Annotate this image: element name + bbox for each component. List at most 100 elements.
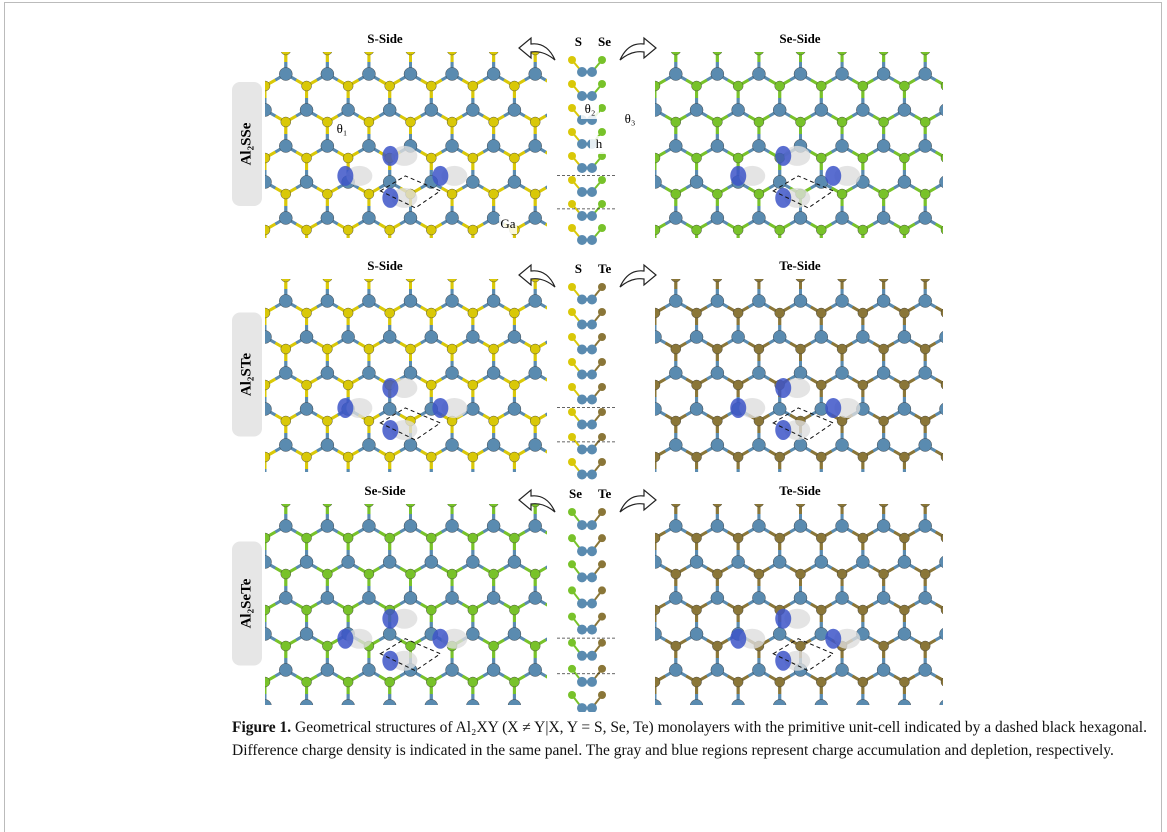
ga-atom [836,68,849,81]
bond [400,2,410,8]
bond [307,481,317,487]
bond [327,271,337,277]
bond [977,523,987,529]
bond [624,343,634,349]
ga-atom [960,0,973,9]
bond [203,343,213,349]
bond [442,44,452,50]
bond [904,523,914,529]
bond [946,110,956,116]
bond [645,337,655,343]
x-atom [837,261,847,271]
ga-atom [690,475,703,488]
ga-atom [732,104,745,117]
bond [203,526,213,532]
bond [842,487,852,493]
bond [234,517,244,523]
x-atom [1024,236,1034,246]
ga-atom [549,104,562,117]
bond [852,38,862,44]
bond [769,235,779,241]
bond [348,481,358,487]
ga-atom [238,439,251,452]
ga-atom [321,439,334,452]
bond [483,260,493,266]
x-atom [650,452,660,462]
bond [967,116,977,122]
bond [665,44,675,50]
x-atom [1024,9,1034,19]
bond [759,271,769,277]
bond [234,2,244,8]
bond [244,218,254,224]
x-atom [983,153,993,163]
bond [998,301,1008,307]
bond [645,481,655,487]
bond [936,481,946,487]
bond [613,254,623,260]
ga-atom [321,212,334,225]
bond [634,517,644,523]
bond [587,224,597,230]
bond [203,415,213,421]
x-atom [983,308,993,318]
ga-atom [196,295,209,308]
bond [925,271,935,277]
y-atom [598,200,606,208]
x-atom [468,297,478,307]
ga-atom [960,223,973,236]
bond [873,487,883,493]
x-atom [941,308,951,318]
bond [780,523,790,529]
bond [327,260,337,266]
bond [977,80,987,86]
bond [988,409,998,415]
ga-atom [577,67,587,77]
ga-atom [425,331,438,344]
x-atom [962,344,972,354]
bond [566,74,576,80]
bond [483,2,493,8]
bond [213,409,223,415]
bond [790,229,800,235]
bond [546,152,556,158]
bond [587,265,597,271]
bond [894,481,904,487]
bond [967,260,977,266]
ga-atom [1002,439,1015,452]
bond [624,415,634,421]
bond [769,38,779,44]
bond [296,38,306,44]
bond [556,80,566,86]
bond [452,271,462,277]
bond [645,481,655,487]
bond [613,523,623,529]
y-atom [598,383,606,391]
x-atom [489,416,499,426]
bond [514,38,524,44]
ga-atom [690,176,703,189]
x-atom [218,236,228,246]
bond [410,260,420,266]
ga-atom [508,331,521,344]
x-atom [281,189,291,199]
bond [483,271,493,277]
bond [759,260,769,266]
bond [203,44,213,50]
bond [275,496,285,502]
bond [317,454,327,460]
x-atom [426,9,436,19]
x-atom [941,297,951,307]
bond [296,254,306,260]
x-atom [588,272,598,282]
bond [587,8,597,14]
x-atom [405,272,415,282]
ga-atom [321,367,334,380]
x-atom [385,452,395,462]
bond [863,38,873,44]
bond [421,481,431,487]
ga-atom [587,370,597,380]
bond [462,481,472,487]
ga-atom [628,511,641,524]
bond [676,487,686,493]
